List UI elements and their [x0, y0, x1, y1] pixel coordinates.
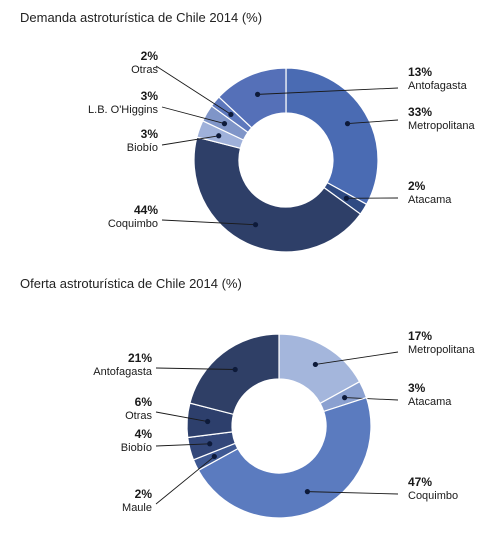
supply-donut-chart: 17%Metropolitana 3%Atacama 47%Coquimbo 2%Ma… — [93, 329, 476, 519]
supply-region-label-maule: Maule — [122, 502, 152, 514]
supply-leader-line-coquimbo — [307, 491, 399, 495]
demand-leader-dot-l-b-o-higgins — [221, 121, 228, 127]
supply-pct-label-metropolitana: 17% — [408, 329, 432, 343]
demand-region-label-antofagasta: Antofagasta — [408, 80, 468, 92]
demand-region-label-biobio: Biobío — [127, 142, 158, 154]
supply-pct-label-coquimbo: 47% — [408, 475, 432, 489]
supply-leader-line-maule — [155, 456, 215, 505]
demand-leader-dot-antofagasta — [255, 91, 261, 97]
demand-pct-label-antofagasta: 13% — [408, 65, 432, 79]
demand-leader-dot-biobio — [216, 133, 222, 139]
demand-pct-label-l-b-o-higgins: 3% — [141, 89, 159, 103]
demand-pct-label-otras: 2% — [141, 49, 159, 63]
demand-pct-label-metropolitana: 33% — [408, 105, 432, 119]
supply-leader-line-biobio — [155, 443, 210, 447]
demand-region-label-otras: Otras — [131, 64, 158, 76]
demand-leader-dot-metropolitana — [344, 121, 351, 127]
supply-leader-line-metropolitana — [315, 351, 399, 365]
demand-region-label-l-b-o-higgins: L.B. O'Higgins — [88, 104, 158, 116]
supply-region-label-atacama: Atacama — [408, 396, 452, 408]
supply-pct-label-antofagasta: 21% — [128, 351, 152, 365]
supply-leader-line-atacama — [344, 397, 399, 401]
supply-leader-dot-otras — [205, 418, 211, 425]
demand-leader-line-l-b-o-higgins — [161, 106, 225, 125]
supply-leader-line-antofagasta — [155, 367, 236, 370]
supply-pct-label-biobio: 4% — [135, 427, 153, 441]
demand-pct-label-biobio: 3% — [141, 127, 159, 141]
supply-slice-coquimbo — [197, 396, 372, 519]
supply-pct-label-atacama: 3% — [408, 381, 426, 395]
supply-pct-label-maule: 2% — [135, 487, 153, 501]
demand-leader-line-antofagasta — [257, 87, 399, 95]
demand-chart-title: Demanda astroturística de Chile 2014 (%) — [20, 10, 263, 25]
supply-leader-dot-antofagasta — [232, 366, 238, 373]
demand-leader-dot-coquimbo — [252, 222, 259, 228]
demand-leader-dot-atacama — [343, 195, 349, 201]
supply-leader-dot-metropolitana — [312, 361, 318, 368]
supply-leader-dot-biobio — [207, 441, 213, 447]
demand-region-label-metropolitana: Metropolitana — [408, 120, 476, 132]
supply-region-label-antofagasta: Antofagasta — [93, 366, 153, 378]
demand-leader-line-metropolitana — [347, 119, 399, 125]
supply-chart-title: Oferta astroturística de Chile 2014 (%) — [20, 276, 242, 291]
demand-leader-line-coquimbo — [161, 219, 256, 226]
demand-leader-line-otras — [155, 65, 232, 115]
demand-region-label-atacama: Atacama — [408, 194, 452, 206]
demand-slice-antofagasta — [218, 67, 287, 129]
supply-region-label-otras: Otras — [125, 410, 152, 422]
supply-leader-dot-atacama — [342, 395, 348, 401]
supply-leader-line-otras — [155, 411, 208, 422]
demand-leader-line-biobio — [161, 135, 219, 146]
demand-region-label-coquimbo: Coquimbo — [108, 218, 158, 230]
supply-pct-label-otras: 6% — [135, 395, 153, 409]
demand-pct-label-coquimbo: 44% — [134, 203, 158, 217]
demand-pct-label-atacama: 2% — [408, 179, 426, 193]
supply-region-label-coquimbo: Coquimbo — [408, 490, 458, 502]
supply-leader-dot-maule — [211, 453, 217, 460]
demand-leader-dot-otras — [228, 111, 234, 118]
supply-region-label-biobio: Biobío — [121, 442, 152, 454]
supply-leader-dot-coquimbo — [304, 489, 310, 495]
demand-donut-chart: 33%Metropolitana2%Atacama44%Coquimbo3%Bi… — [88, 49, 476, 253]
demand-slice-metropolitana — [285, 67, 379, 206]
supply-slice-antofagasta — [189, 333, 280, 416]
supply-region-label-metropolitana: Metropolitana — [408, 344, 476, 356]
